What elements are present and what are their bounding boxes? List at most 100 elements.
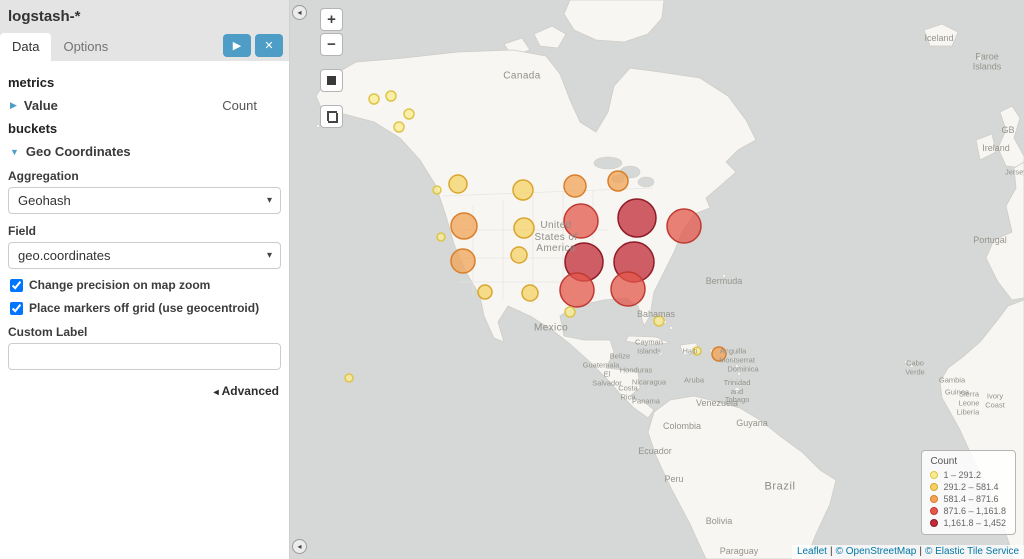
legend-row: 291.2 – 581.4 xyxy=(930,482,1006,492)
fit-data-bounds-button[interactable] xyxy=(320,69,343,92)
legend-range-label: 291.2 – 581.4 xyxy=(943,482,999,492)
field-label: Field xyxy=(8,224,37,238)
close-icon: ✕ xyxy=(264,40,274,52)
select-caret-icon: ▾ xyxy=(266,195,272,206)
tile-map[interactable]: Canada United States of America Mexico Icel… xyxy=(308,0,1024,559)
legend-range-label: 1,161.8 – 1,452 xyxy=(943,518,1006,528)
map-legend: Count 1 – 291.2 291.2 – 581.4 581.4 – 871.… xyxy=(921,450,1016,535)
geohash-marker[interactable] xyxy=(711,346,727,362)
advanced-label: Advanced xyxy=(221,384,279,398)
attribution-link[interactable]: Leaflet xyxy=(796,546,827,557)
geohash-marker[interactable] xyxy=(563,203,599,239)
legend-color-dot xyxy=(930,507,939,515)
geocentroid-checkbox[interactable] xyxy=(10,301,23,315)
geohash-marker[interactable] xyxy=(564,306,576,318)
precision-checkbox-row: Change precision on map zoom xyxy=(10,278,281,292)
geohash-marker[interactable] xyxy=(513,217,535,239)
bucket-row-geo-coordinates[interactable]: ▼ Geo Coordinates xyxy=(10,144,281,159)
geohash-marker[interactable] xyxy=(403,108,415,120)
geohash-marker[interactable] xyxy=(450,212,478,240)
geohash-marker[interactable] xyxy=(653,315,665,327)
legend-row: 1,161.8 – 1,452 xyxy=(930,518,1006,528)
legend-items: 1 – 291.2 291.2 – 581.4 581.4 – 871.6 871.6… xyxy=(930,470,1006,528)
field-select[interactable]: geo.coordinates ▾ xyxy=(8,242,281,269)
fit-bounds-icon xyxy=(327,76,336,85)
chevron-right-icon[interactable]: ▶ xyxy=(10,100,17,110)
aggregation-select[interactable]: Geohash ▾ xyxy=(8,187,281,214)
geohash-marker[interactable] xyxy=(344,373,354,383)
legend-row: 871.6 – 1,161.8 xyxy=(930,506,1006,516)
editor-form: metrics ▶ Value Count buckets ▼ Geo Coor… xyxy=(0,61,289,398)
geohash-marker[interactable] xyxy=(563,174,587,198)
sidebar-collapse-gutter: ◂ ◂ xyxy=(290,0,308,559)
discard-changes-button[interactable]: ✕ xyxy=(255,34,283,57)
legend-range-label: 1 – 291.2 xyxy=(943,470,981,480)
geohash-marker[interactable] xyxy=(436,232,446,242)
legend-row: 1 – 291.2 xyxy=(930,470,1006,480)
geohash-marker[interactable] xyxy=(512,179,534,201)
precision-checkbox-label: Change precision on map zoom xyxy=(29,278,211,292)
geohash-marker[interactable] xyxy=(559,272,595,308)
legend-color-dot xyxy=(930,519,939,527)
aggregation-selected-value: Geohash xyxy=(18,193,71,208)
metric-agg-value: Count xyxy=(222,98,257,113)
metrics-heading: metrics xyxy=(8,75,55,90)
tab-data[interactable]: Data xyxy=(0,33,52,61)
advanced-toggle[interactable]: ◂ Advanced xyxy=(8,384,279,398)
geohash-marker[interactable] xyxy=(393,121,405,133)
legend-range-label: 581.4 – 871.6 xyxy=(943,494,999,504)
plus-icon: + xyxy=(327,11,336,28)
tab-options[interactable]: Options xyxy=(63,39,109,54)
zoom-in-button[interactable]: + xyxy=(320,8,343,31)
legend-color-dot xyxy=(930,471,939,479)
legend-row: 581.4 – 871.6 xyxy=(930,494,1006,504)
bucket-label: Geo Coordinates xyxy=(25,144,131,159)
vis-editor-sidebar: logstash-* Data Options ▶ ✕ metrics ▶ Va… xyxy=(0,0,290,559)
chevron-down-icon[interactable]: ▼ xyxy=(10,146,19,157)
legend-color-dot xyxy=(930,483,939,491)
geohash-marker[interactable] xyxy=(477,284,493,300)
buckets-heading: buckets xyxy=(8,121,58,136)
editor-tabs: Data Options ▶ ✕ xyxy=(0,31,289,61)
geohash-marker[interactable] xyxy=(521,284,539,302)
crop-icon xyxy=(326,110,338,123)
geohash-marker[interactable] xyxy=(385,90,397,102)
apply-changes-button[interactable]: ▶ xyxy=(223,34,251,57)
geohash-marker[interactable] xyxy=(617,198,657,238)
minus-icon: − xyxy=(327,36,336,53)
metric-row-value[interactable]: ▶ Value Count xyxy=(10,98,281,113)
geohash-marker[interactable] xyxy=(692,346,702,356)
geohash-marker[interactable] xyxy=(666,208,702,244)
collapse-sidebar-button-bottom[interactable]: ◂ xyxy=(292,539,307,554)
custom-label-input[interactable] xyxy=(8,343,281,370)
map-controls: + − xyxy=(320,8,343,128)
attribution-link[interactable]: © Elastic Tile Service xyxy=(924,546,1019,557)
geohash-marker-layer xyxy=(344,90,727,383)
legend-color-dot xyxy=(930,495,939,503)
attribution-separator: | xyxy=(919,546,922,557)
geohash-marker[interactable] xyxy=(448,174,468,194)
select-caret-icon: ▾ xyxy=(266,250,272,261)
geohash-marker[interactable] xyxy=(610,271,646,307)
draw-rectangle-filter-button[interactable] xyxy=(320,105,343,128)
geohash-marker[interactable] xyxy=(450,248,476,274)
geohash-marker[interactable] xyxy=(368,93,380,105)
geohash-marker[interactable] xyxy=(432,185,442,195)
geocentroid-checkbox-label: Place markers off grid (use geocentroid) xyxy=(29,301,260,315)
legend-range-label: 871.6 – 1,161.8 xyxy=(943,506,1006,516)
aggregation-label: Aggregation xyxy=(8,169,79,183)
geohash-marker[interactable] xyxy=(607,170,629,192)
zoom-out-button[interactable]: − xyxy=(320,33,343,56)
collapse-sidebar-button[interactable]: ◂ xyxy=(292,5,307,20)
attribution-link[interactable]: © OpenStreetMap xyxy=(835,546,917,557)
attribution-separator: | xyxy=(829,546,833,557)
precision-checkbox[interactable] xyxy=(10,278,23,292)
map-attribution: Leaflet | © OpenStreetMap | © Elastic Tile S… xyxy=(791,545,1024,559)
play-icon: ▶ xyxy=(232,40,242,52)
geocentroid-checkbox-row: Place markers off grid (use geocentroid) xyxy=(10,301,281,315)
chevron-left-icon: ◂ xyxy=(213,387,219,398)
geohash-marker[interactable] xyxy=(510,246,528,264)
editor-actions: ▶ ✕ xyxy=(223,34,283,57)
legend-title: Count xyxy=(930,456,958,467)
